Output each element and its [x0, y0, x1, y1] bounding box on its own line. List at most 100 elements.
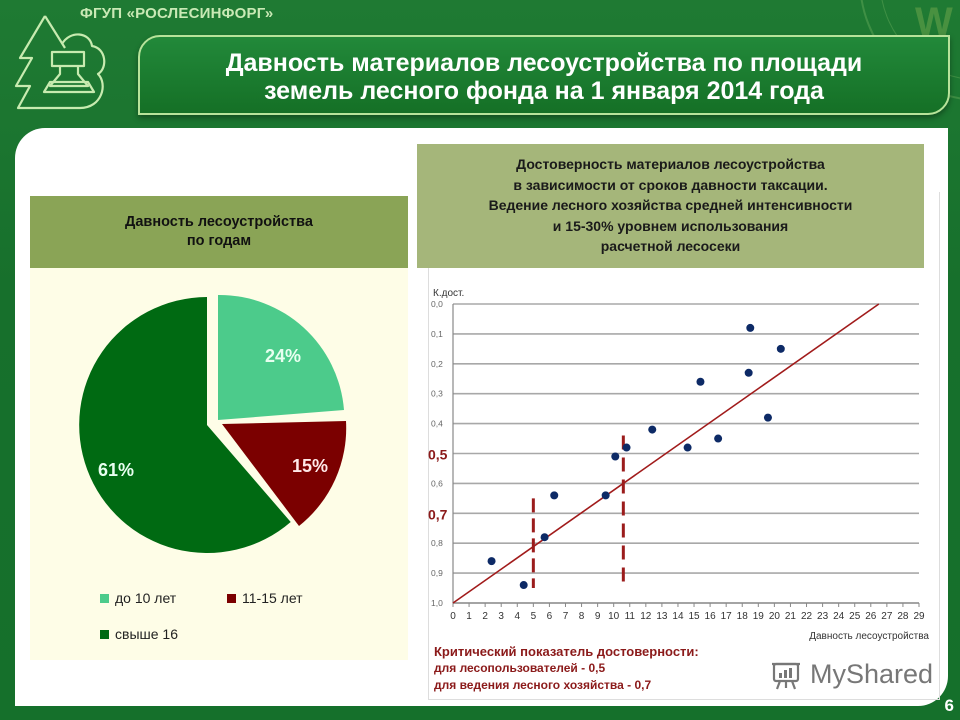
y-tick-label: 1,0 — [431, 598, 443, 608]
pie-label-24: 24% — [265, 346, 301, 366]
data-point — [776, 344, 785, 353]
x-tick-label: 5 — [531, 611, 537, 622]
x-tick-label: 23 — [817, 611, 829, 622]
legend-item-under-10: до 10 лет — [100, 590, 176, 606]
x-tick-label: 28 — [897, 611, 909, 622]
y-tick-label: 0,6 — [431, 478, 443, 488]
x-tick-label: 3 — [498, 611, 504, 622]
data-point — [746, 323, 755, 332]
x-tick-label: 29 — [913, 611, 925, 622]
x-tick-label: 9 — [595, 611, 601, 622]
x-axis-title: Давность лесоустройства — [809, 631, 929, 642]
data-point — [622, 443, 631, 452]
data-point — [648, 425, 657, 434]
legend-label: до 10 лет — [115, 590, 177, 606]
x-tick-label: 4 — [514, 611, 520, 622]
myshared-watermark: MyShared — [768, 656, 933, 692]
pie-slice-over-16 — [79, 297, 291, 553]
scatter-heading-line-4: и 15-30% уровнем использования — [552, 217, 789, 234]
data-point — [550, 491, 559, 500]
watermark-text: MyShared — [810, 658, 934, 689]
data-point — [487, 557, 496, 566]
data-point — [601, 491, 610, 500]
scatter-heading-line-2: в зависимости от сроков давности таксаци… — [513, 176, 828, 193]
x-tick-label: 27 — [881, 611, 893, 622]
note-line-forest-management: для ведения лесного хозяйства - 0,7 — [434, 678, 652, 692]
title-line-2: земель лесного фонда на 1 января 2014 го… — [264, 77, 824, 105]
x-tick-label: 1 — [466, 611, 472, 622]
x-tick-label: 10 — [608, 611, 620, 622]
note-heading: Критический показатель достоверности: — [434, 644, 699, 659]
x-tick-label: 17 — [721, 611, 733, 622]
organization-name: ФГУП «РОСЛЕСИНФОРГ» — [80, 5, 274, 22]
scatter-heading-line-3: Ведение лесного хозяйства средней интенс… — [488, 197, 853, 213]
y-tick-label: 0,9 — [431, 568, 443, 578]
y-axis-title: К.дост. — [433, 288, 464, 299]
y-tick-label: 0,4 — [431, 419, 443, 429]
pie-label-15: 15% — [292, 456, 328, 476]
x-tick-label: 7 — [563, 611, 569, 622]
presentation-board-icon — [772, 662, 800, 690]
x-tick-label: 26 — [865, 611, 877, 622]
y-tick-label: 0,8 — [431, 538, 443, 548]
y-tick-label: 0,5 — [428, 447, 448, 463]
pie-label-61: 61% — [98, 460, 134, 480]
pie-slice-under-10 — [218, 294, 344, 420]
x-tick-label: 15 — [688, 611, 700, 622]
scatter-chart: 0,00,10,20,30,40,50,60,70,80,91,00 1 2 3 4 5 6… — [428, 288, 929, 642]
legend-label: 11-15 лет — [242, 590, 303, 606]
pie-chart: 24% 15% 61% — [79, 294, 347, 553]
scatter-heading-line-5: расчетной лесосеки — [600, 238, 741, 254]
x-tick-label: 22 — [801, 611, 813, 622]
y-tick-label: 0,3 — [431, 389, 443, 399]
slide-title: Давность материалов лесоустройства по пл… — [140, 49, 948, 105]
data-point — [744, 368, 753, 377]
x-tick-label: 13 — [656, 611, 668, 622]
legend-item-11-15: 11-15 лет — [227, 590, 303, 606]
scatter-chart-frame — [428, 192, 940, 700]
legend-item-over-16: свыше 16 — [100, 626, 178, 642]
x-tick-label: 19 — [753, 611, 765, 622]
scatter-chart-heading: Достоверность материалов лесоустройства … — [417, 144, 924, 268]
x-tick-label: 14 — [672, 611, 684, 622]
pie-heading-line-1: Давность лесоустройства — [125, 214, 313, 230]
rosleshinforg-logo-icon — [14, 15, 106, 110]
x-tick-label: 20 — [769, 611, 781, 622]
data-point — [696, 377, 705, 386]
x-tick-label: 16 — [705, 611, 717, 622]
data-point — [763, 413, 772, 422]
legend-swatch-dark-red — [227, 593, 236, 603]
data-point — [519, 581, 528, 590]
pie-heading-line-2: по годам — [186, 233, 252, 249]
x-tick-label: 0 — [450, 611, 456, 622]
x-tick-label: 25 — [849, 611, 861, 622]
data-point — [683, 443, 692, 452]
x-tick-label: 6 — [547, 611, 553, 622]
x-tick-label: 12 — [640, 611, 652, 622]
y-tick-label: 0,1 — [431, 329, 443, 339]
x-tick-label: 2 — [482, 611, 488, 622]
pie-slice-11-15 — [222, 421, 347, 526]
pie-chart-heading: Давность лесоустройства по годам — [30, 196, 408, 268]
trendline — [452, 303, 880, 604]
y-tick-label: 0,2 — [431, 359, 443, 369]
y-tick-label: 0,7 — [428, 506, 448, 522]
x-tick-label: 21 — [785, 611, 797, 622]
x-tick-label: 18 — [737, 611, 749, 622]
legend-label: свыше 16 — [115, 626, 178, 642]
slide-title-box: Давность материалов лесоустройства по пл… — [138, 35, 950, 115]
x-tick-label: 11 — [625, 611, 636, 622]
title-line-1: Давность материалов лесоустройства по пл… — [225, 49, 863, 77]
legend-swatch-light-green — [100, 593, 109, 603]
scatter-heading-line-1: Достоверность материалов лесоустройства — [516, 156, 825, 172]
data-point — [540, 533, 549, 542]
x-tick-label: 8 — [579, 611, 585, 622]
note-line-forest-users: для лесопользователей - 0,5 — [434, 661, 606, 675]
data-point — [611, 452, 620, 461]
y-tick-label: 0,0 — [431, 299, 443, 309]
page-number: 6 — [944, 696, 954, 715]
critical-indicator-note: Критический показатель достоверности: дл… — [434, 643, 699, 694]
x-tick-label: 24 — [833, 611, 845, 622]
data-point — [714, 434, 723, 443]
legend-swatch-dark-green — [100, 629, 109, 639]
